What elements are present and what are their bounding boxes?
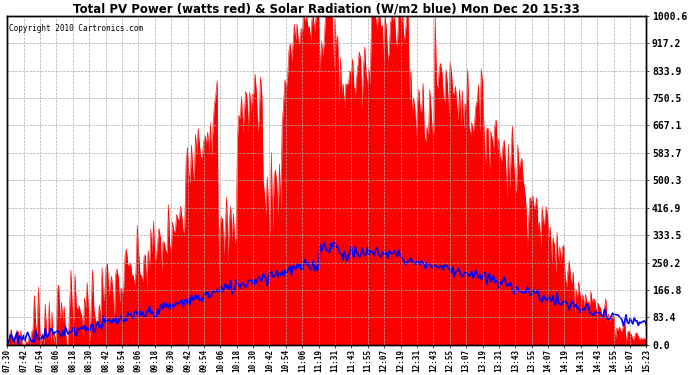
Title: Total PV Power (watts red) & Solar Radiation (W/m2 blue) Mon Dec 20 15:33: Total PV Power (watts red) & Solar Radia… <box>73 3 580 16</box>
Text: Copyright 2010 Cartronics.com: Copyright 2010 Cartronics.com <box>8 24 143 33</box>
